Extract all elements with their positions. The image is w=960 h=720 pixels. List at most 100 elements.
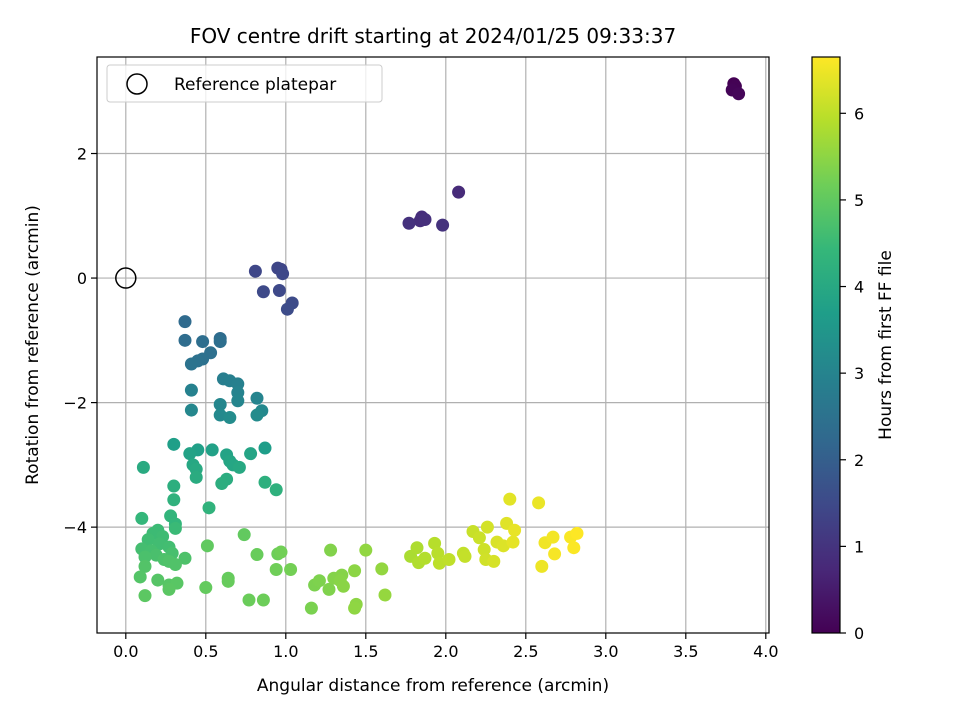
data-point	[167, 493, 181, 507]
data-point	[232, 460, 246, 474]
colorbar-tick-label: 1	[854, 537, 864, 556]
data-point	[250, 548, 264, 562]
data-point	[244, 447, 258, 461]
x-tick-label: 1.5	[353, 642, 378, 661]
data-point	[250, 408, 264, 422]
data-point	[452, 185, 466, 199]
data-point	[178, 333, 192, 347]
data-point	[480, 520, 494, 534]
reference-layer	[115, 267, 137, 289]
data-point	[138, 559, 152, 573]
data-point	[548, 547, 562, 561]
data-point	[535, 559, 549, 573]
data-point	[324, 543, 338, 557]
chart-title: FOV centre drift starting at 2024/01/25 …	[190, 24, 676, 48]
data-point	[359, 543, 373, 557]
data-point	[472, 531, 486, 545]
data-point	[428, 536, 442, 550]
data-point	[436, 218, 450, 232]
colorbar-label: Hours from first FF file	[876, 250, 896, 440]
data-point	[312, 574, 326, 588]
y-tick-label: −2	[63, 394, 87, 413]
data-point	[213, 397, 227, 411]
data-point	[133, 570, 147, 584]
data-point	[280, 302, 294, 316]
colorbar-tick-label: 6	[854, 104, 864, 123]
colorbar-gradient	[811, 56, 841, 634]
data-point	[183, 447, 197, 461]
data-point	[567, 541, 581, 555]
data-point	[141, 533, 155, 547]
colorbar-ticks: 0 1 2 3 4 5 6	[840, 104, 864, 643]
legend-box	[106, 64, 383, 103]
x-tick-label: 0.0	[113, 642, 138, 661]
data-point	[269, 483, 283, 497]
data-point	[375, 562, 389, 576]
data-point	[410, 541, 424, 555]
data-point	[184, 357, 198, 371]
data-point	[200, 539, 214, 553]
data-point	[348, 564, 362, 578]
x-tick-label: 4.0	[753, 642, 778, 661]
data-point	[168, 558, 182, 572]
legend-marker-reference	[126, 73, 148, 95]
data-point	[274, 545, 288, 559]
data-point	[508, 523, 522, 537]
data-point	[322, 582, 336, 596]
y-tick-label: 0	[77, 269, 87, 288]
x-tick-label: 2.5	[513, 642, 538, 661]
x-axis-ticks: 0.0 0.5 1.0 1.5 2.0 2.5 3.0 3.5 4.0	[113, 633, 779, 661]
x-tick-label: 3.5	[673, 642, 698, 661]
data-point	[242, 593, 256, 607]
data-point	[213, 335, 227, 349]
data-point	[189, 470, 203, 484]
data-point	[477, 543, 491, 557]
data-point	[546, 530, 560, 544]
x-tick-label: 1.0	[273, 642, 298, 661]
colorbar-tick-label: 2	[854, 451, 864, 470]
data-point	[199, 581, 213, 595]
x-tick-label: 3.0	[593, 642, 618, 661]
reference-platepar-marker	[115, 267, 137, 289]
data-point	[503, 492, 517, 506]
data-point	[178, 551, 192, 565]
data-point	[284, 562, 298, 576]
y-axis-ticks: −4 −2 0 2	[63, 145, 97, 537]
data-point	[138, 589, 152, 603]
y-tick-label: 2	[77, 145, 87, 164]
data-point	[205, 443, 219, 457]
data-point	[258, 441, 272, 455]
colorbar-tick-label: 5	[854, 191, 864, 210]
data-point	[418, 213, 432, 227]
data-point	[336, 579, 350, 593]
data-point	[151, 573, 165, 587]
data-point	[348, 601, 362, 615]
data-point	[732, 87, 746, 101]
data-point	[248, 264, 262, 278]
data-point	[162, 582, 176, 596]
x-tick-label: 2.0	[433, 642, 458, 661]
data-point	[402, 216, 416, 230]
data-point	[167, 479, 181, 493]
data-point	[487, 554, 501, 568]
data-point	[418, 551, 432, 565]
plot-area	[96, 56, 770, 634]
data-point	[231, 394, 245, 408]
data-point	[184, 383, 198, 397]
data-point	[178, 315, 192, 329]
data-point	[202, 501, 216, 515]
data-point	[237, 528, 251, 542]
data-point	[458, 549, 472, 563]
data-point	[135, 511, 149, 525]
plot-frame	[96, 56, 770, 634]
data-point	[269, 562, 283, 576]
y-tick-label: −4	[63, 518, 87, 537]
data-point	[442, 553, 456, 567]
data-point	[215, 477, 229, 491]
data-point	[378, 588, 392, 602]
legend: Reference platepar	[106, 64, 383, 103]
data-point	[431, 546, 445, 560]
data-point	[272, 284, 286, 298]
data-point	[256, 285, 270, 299]
